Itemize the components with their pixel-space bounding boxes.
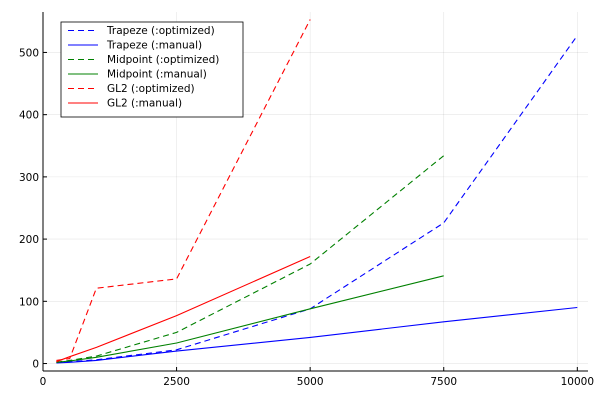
legend-label: Midpoint (:optimized) — [107, 54, 219, 66]
series-line — [56, 35, 578, 363]
series-line — [56, 275, 444, 363]
axes — [42, 12, 588, 372]
legend: Trapeze (:optimized) Trapeze (:manual) Mid… — [60, 21, 244, 118]
legend-box — [60, 21, 244, 118]
legend-label: Midpoint (:manual) — [107, 69, 207, 81]
series-line — [56, 306, 578, 364]
legend-label: Trapeze (:optimized) — [106, 25, 215, 37]
legend-label: GL2 (:optimized) — [107, 83, 195, 95]
y-tick-label: 500 — [19, 47, 39, 59]
y-tick-label: 100 — [19, 296, 39, 308]
legend-label: GL2 (:manual) — [107, 98, 182, 110]
y-tick-label: 0 — [32, 359, 39, 371]
legend-label: Trapeze (:manual) — [106, 40, 202, 52]
x-tick-label: 7500 — [430, 376, 457, 388]
tick-labels: 0 2500 5000 7500 10000 0 100 200 300 400 500 — [19, 47, 594, 388]
y-tick-label: 400 — [19, 110, 39, 122]
y-tick-label: 200 — [19, 234, 39, 246]
x-tick-label: 0 — [40, 376, 47, 388]
x-tick-label: 10000 — [561, 376, 594, 388]
series-lines — [56, 19, 578, 364]
grid-lines — [42, 12, 588, 371]
series-line — [56, 255, 311, 363]
x-tick-label: 2500 — [163, 376, 190, 388]
x-tick-label: 5000 — [297, 376, 324, 388]
y-tick-label: 300 — [19, 172, 39, 184]
